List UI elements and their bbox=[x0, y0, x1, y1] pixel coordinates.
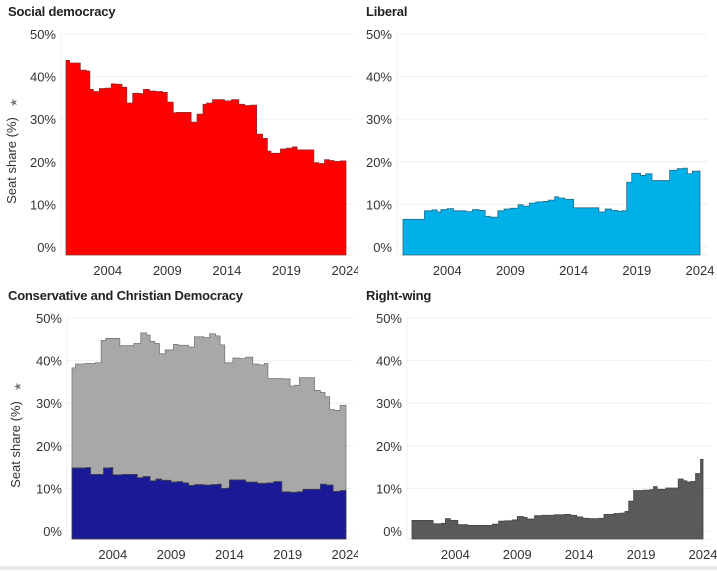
y-tick-label: 50% bbox=[376, 311, 402, 326]
x-tick-label: 2019 bbox=[273, 547, 302, 562]
pin-icon: ★ bbox=[9, 98, 20, 107]
x-tick-label: 2009 bbox=[503, 547, 532, 562]
x-tick-label: 2024 bbox=[689, 547, 717, 562]
x-tick-label: 2024 bbox=[332, 263, 358, 278]
x-tick-label: 2014 bbox=[212, 263, 241, 278]
y-tick-label: 50% bbox=[36, 311, 62, 326]
panel-social-democracy: Social democracy 0% 10% 20% 30% 40% 50% 2004 20… bbox=[0, 0, 360, 283]
x-tick-label: 2014 bbox=[565, 547, 594, 562]
y-tick-label: 30% bbox=[366, 112, 392, 127]
panel-conservative: Conservative and Christian Democracy 0% 1… bbox=[0, 283, 360, 566]
y-tick-label: 20% bbox=[376, 439, 402, 454]
y-tick-label: 10% bbox=[376, 481, 402, 496]
y-tick-label: 0% bbox=[383, 524, 402, 539]
area-christian-democracy bbox=[71, 467, 347, 540]
x-tick-label: 2004 bbox=[93, 263, 122, 278]
y-tick-label: 20% bbox=[366, 155, 392, 170]
x-tick-label: 2019 bbox=[272, 263, 301, 278]
x-tick-label: 2009 bbox=[496, 263, 525, 278]
y-tick-label: 20% bbox=[36, 439, 62, 454]
x-tick-label: 2004 bbox=[441, 547, 470, 562]
y-tick-label: 10% bbox=[36, 481, 62, 496]
bottom-scrollbar-track bbox=[0, 566, 717, 570]
x-tick-label: 2004 bbox=[98, 547, 127, 562]
chart-social-democracy: 0% 10% 20% 30% 40% 50% 2004 2009 2014 2019 2024 Sea… bbox=[4, 27, 360, 278]
y-tick-label: 30% bbox=[30, 112, 56, 127]
x-tick-label: 2019 bbox=[622, 263, 651, 278]
y-tick-label: 40% bbox=[36, 354, 62, 369]
y-tick-label: 50% bbox=[366, 27, 392, 42]
y-axis-label: Seat share (%) bbox=[4, 117, 19, 204]
y-tick-label: 30% bbox=[376, 396, 402, 411]
y-tick-label: 0% bbox=[373, 240, 392, 255]
area-right-wing bbox=[411, 459, 704, 540]
y-tick-label: 0% bbox=[43, 524, 62, 539]
panel-title: Conservative and Christian Democracy bbox=[8, 288, 243, 303]
y-tick-label: 10% bbox=[366, 197, 392, 212]
x-tick-label: 2014 bbox=[215, 547, 244, 562]
panel-title: Liberal bbox=[366, 4, 408, 19]
panel-title: Social democracy bbox=[8, 4, 116, 19]
y-tick-label: 20% bbox=[30, 155, 56, 170]
pin-icon: ★ bbox=[13, 382, 24, 391]
chart-conservative: 0% 10% 20% 30% 40% 50% 2004 2009 2014 2019 2024 Sea… bbox=[8, 311, 360, 562]
x-tick-label: 2014 bbox=[559, 263, 588, 278]
y-tick-label: 40% bbox=[376, 354, 402, 369]
y-tick-label: 10% bbox=[30, 197, 56, 212]
x-tick-label: 2024 bbox=[332, 547, 358, 562]
y-tick-label: 40% bbox=[366, 70, 392, 85]
area-social-democracy bbox=[65, 60, 347, 256]
panel-title: Right-wing bbox=[366, 288, 432, 303]
y-tick-label: 50% bbox=[30, 27, 56, 42]
y-tick-label: 30% bbox=[36, 396, 62, 411]
chart-liberal: 0% 10% 20% 30% 40% 50% 2004 2009 2014 2019 2024 bbox=[366, 27, 715, 278]
area-liberal bbox=[402, 167, 701, 256]
x-tick-label: 2024 bbox=[686, 263, 715, 278]
y-tick-label: 40% bbox=[30, 70, 56, 85]
x-tick-label: 2009 bbox=[153, 263, 182, 278]
x-tick-label: 2009 bbox=[157, 547, 186, 562]
panel-liberal: Liberal 0% 10% 20% 30% 40% 50% 2004 2009 2014 201… bbox=[358, 0, 717, 283]
chart-right-wing: 0% 10% 20% 30% 40% 50% 2004 2009 2014 2019 2024 bbox=[376, 311, 717, 562]
x-tick-label: 2019 bbox=[627, 547, 656, 562]
y-axis-label: Seat share (%) bbox=[8, 401, 23, 488]
x-tick-label: 2004 bbox=[433, 263, 462, 278]
panel-right-wing: Right-wing 0% 10% 20% 30% 40% 50% 2004 2009 2014… bbox=[358, 283, 717, 566]
y-tick-label: 0% bbox=[37, 240, 56, 255]
